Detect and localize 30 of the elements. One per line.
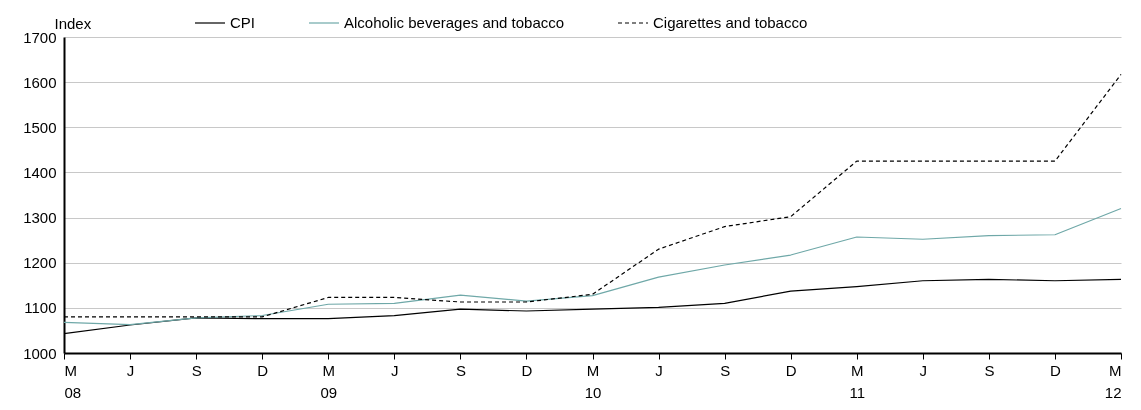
x-tick-label: D — [521, 361, 533, 379]
x-tick-label: S — [455, 361, 466, 379]
x-tick-label: M 09 — [320, 361, 338, 401]
x-tick-label: J — [391, 361, 399, 379]
y-tick-label: 1100 — [24, 299, 57, 317]
x-tick-label: S — [720, 361, 731, 379]
x-tick-label: M 10 — [584, 361, 602, 401]
x-tick-label: S — [191, 361, 202, 379]
y-tick-label: 1000 — [23, 344, 57, 362]
x-tick-label: S — [984, 361, 995, 379]
legend-label: Alcoholic beverages and tobacco — [344, 14, 565, 31]
x-tick-label: J — [126, 361, 135, 379]
y-tick-label: 1300 — [23, 209, 57, 227]
x-tick-label: D — [257, 361, 269, 379]
line-series — [63, 207, 1122, 326]
y-tick-label: 1200 — [23, 254, 57, 272]
y-tick-label: 1600 — [23, 73, 57, 91]
legend-label: CPI — [230, 14, 256, 31]
x-tick-label: M 11 — [849, 361, 866, 401]
y-tick-label: 1400 — [23, 163, 57, 181]
x-tick-label: D — [1050, 361, 1062, 379]
x-tick-label: M 12 — [1104, 361, 1122, 401]
x-tick-label: J — [655, 361, 663, 379]
y-tick-label: 1700 — [23, 28, 57, 46]
x-tick-label: M 08 — [64, 361, 82, 401]
legend-label: Cigarettes and tobacco — [653, 14, 808, 31]
x-tick-label: J — [919, 361, 928, 379]
y-tick-label: 1500 — [23, 118, 57, 136]
x-tick-label: D — [785, 361, 797, 379]
y-axis-title: Index — [54, 14, 92, 32]
